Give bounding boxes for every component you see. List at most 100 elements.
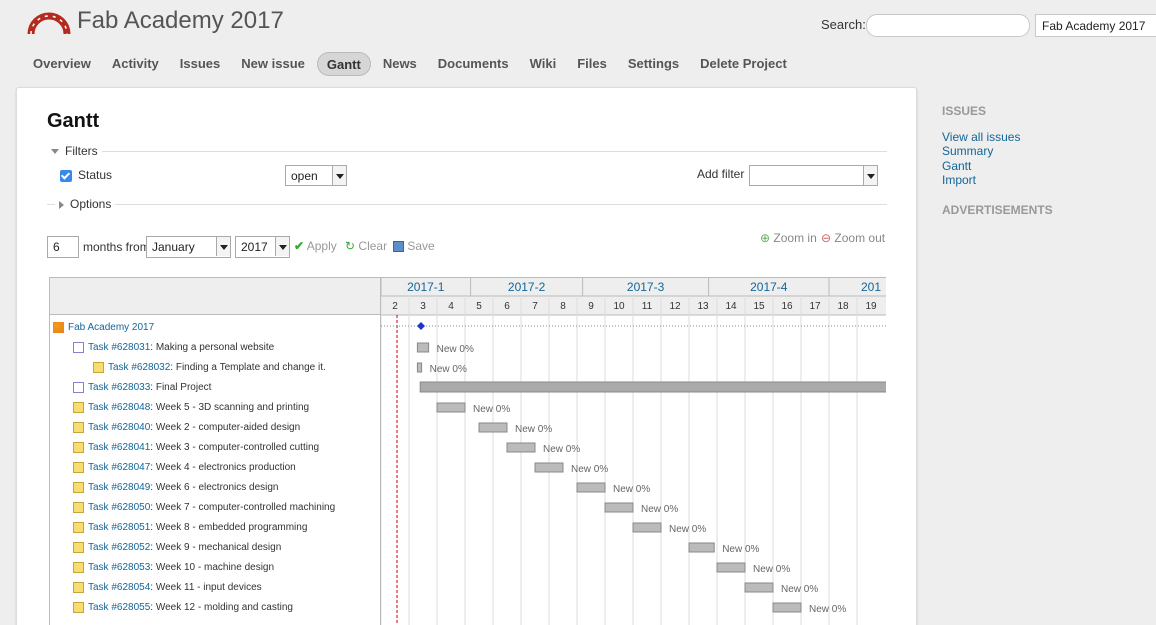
gantt-subject-row: Task #628040: Week 2 - computer-aided de… — [73, 420, 300, 436]
week-label: 5 — [476, 301, 482, 312]
zoom-out-link[interactable]: ⊖ Zoom out — [821, 231, 886, 245]
tab-files[interactable]: Files — [577, 56, 607, 71]
zoom-out-icon: ⊖ — [821, 231, 832, 245]
tab-gantt[interactable]: Gantt — [316, 52, 371, 76]
add-filter-label: Add filter — [697, 167, 745, 181]
search-input[interactable] — [866, 14, 1030, 37]
task-bar — [772, 602, 802, 613]
week-label: 14 — [725, 301, 737, 312]
issue-link[interactable]: Task #628040 — [88, 422, 151, 433]
task-bar — [688, 542, 715, 553]
project-icon — [53, 321, 64, 333]
issue-subject: : Final Project — [150, 382, 212, 393]
task-bar — [576, 482, 606, 493]
top-header: Fab Academy 2017 Search: Fab Academy 201… — [0, 0, 1156, 88]
week-label: 6 — [504, 301, 510, 312]
week-label: 2 — [392, 301, 398, 312]
task-icon — [73, 441, 84, 453]
issue-link[interactable]: Fab Academy 2017 — [68, 322, 155, 333]
task-status-label: New 0% — [437, 344, 474, 355]
save-icon — [393, 241, 404, 253]
dropdown-arrow-icon — [332, 166, 346, 185]
tab-news[interactable]: News — [382, 56, 417, 71]
week-label: 8 — [560, 301, 566, 312]
issue-link[interactable]: Task #628049 — [88, 482, 151, 493]
task-icon — [73, 601, 84, 613]
task-status-label: New 0% — [669, 524, 706, 535]
sidebar-link-gantt[interactable]: Gantt — [942, 159, 972, 173]
week-label: 10 — [613, 301, 625, 312]
gantt-subject-row: Task #628048: Week 5 - 3D scanning and p… — [73, 400, 309, 416]
issue-link[interactable]: Task #628052 — [88, 542, 151, 553]
gantt-chart: Fab Academy 2017 Task #628031: Making a p… — [49, 277, 886, 625]
week-label: 3 — [420, 301, 426, 312]
status-checkbox[interactable] — [60, 170, 72, 182]
reload-icon: ↻ — [345, 239, 356, 253]
issue-link[interactable]: Task #628054 — [88, 582, 151, 593]
tab-new-issue[interactable]: New issue — [241, 56, 305, 71]
tab-activity[interactable]: Activity — [111, 56, 159, 71]
gantt-timeline-svg: 2017-1 2017-2 2017-3 2017-4 201 2 3 4 5 6 7 8 9 10 11 1… — [380, 278, 886, 625]
issue-link[interactable]: Task #628053 — [88, 562, 151, 573]
sidebar-link-view-all-issues[interactable]: View all issues — [942, 130, 1021, 144]
tab-settings[interactable]: Settings — [627, 56, 680, 71]
issue-link[interactable]: Task #628031 — [88, 342, 151, 353]
year-select[interactable]: 2017 — [235, 236, 290, 258]
issue-link[interactable]: Task #628033 — [88, 382, 151, 393]
issue-subject: : Week 5 - 3D scanning and printing — [150, 402, 310, 413]
issue-link[interactable]: Task #628050 — [88, 502, 151, 513]
gantt-subjects: Fab Academy 2017 Task #628031: Making a p… — [49, 277, 381, 625]
week-label: 13 — [697, 301, 709, 312]
tab-issues[interactable]: Issues — [179, 56, 221, 71]
expand-arrow-icon — [59, 200, 64, 209]
issue-link[interactable]: Task #628047 — [88, 462, 151, 473]
options-fieldset: Options — [47, 197, 887, 211]
tab-delete-project[interactable]: Delete Project — [700, 56, 787, 71]
week-label: 16 — [781, 301, 793, 312]
filters-toggle[interactable]: Filters — [47, 144, 102, 158]
task-bar — [534, 462, 564, 473]
issue-subject: : Week 11 - input devices — [150, 582, 262, 593]
gantt-subject-row: Task #628055: Week 12 - molding and cast… — [73, 600, 293, 616]
save-button[interactable]: Save — [393, 239, 435, 253]
apply-button[interactable]: ✔ Apply — [294, 239, 337, 253]
month-label: 201 — [861, 280, 881, 294]
issue-link[interactable]: Task #628051 — [88, 522, 151, 533]
filters-fieldset: Filters — [47, 144, 887, 158]
gantt-subject-row: Task #628032: Finding a Template and cha… — [93, 360, 326, 376]
month-select[interactable]: January — [146, 236, 231, 258]
tab-documents[interactable]: Documents — [437, 56, 509, 71]
parent-task-icon — [73, 341, 84, 353]
options-toggle[interactable]: Options — [55, 197, 116, 211]
issue-link[interactable]: Task #628032 — [108, 362, 171, 373]
dropdown-arrow-icon — [275, 237, 289, 256]
status-operator-select[interactable]: open — [285, 165, 347, 186]
add-filter-select[interactable] — [749, 165, 878, 186]
sidebar-link-summary[interactable]: Summary — [942, 144, 994, 158]
sidebar-ads-heading: ADVERTISEMENTS — [942, 203, 1053, 217]
checkmark-icon: ✔ — [294, 239, 305, 253]
tab-wiki[interactable]: Wiki — [529, 56, 557, 71]
dropdown-arrow-icon — [863, 166, 877, 185]
project-jump-select[interactable]: Fab Academy 2017 — [1035, 14, 1156, 37]
issue-link[interactable]: Task #628055 — [88, 602, 151, 613]
sidebar-link-import[interactable]: Import — [942, 173, 977, 187]
issue-link[interactable]: Task #628048 — [88, 402, 151, 413]
options-label: Options — [70, 197, 112, 211]
task-bar — [632, 522, 662, 533]
months-input[interactable]: 6 — [47, 236, 79, 258]
clear-button[interactable]: ↻ Clear — [345, 239, 388, 253]
gantt-subject-row: Fab Academy 2017 — [53, 320, 154, 336]
issue-subject: : Week 2 - computer-aided design — [150, 422, 301, 433]
app-title[interactable]: Fab Academy 2017 — [77, 7, 284, 34]
milestone-diamond — [417, 322, 425, 330]
week-label: 12 — [669, 301, 681, 312]
issue-subject: : Week 6 - electronics design — [150, 482, 279, 493]
zoom-in-link[interactable]: ⊕ Zoom in — [760, 231, 817, 245]
main-menu: Overview Activity Issues New issue Gantt News… — [24, 52, 799, 76]
task-icon — [73, 401, 84, 413]
tab-overview[interactable]: Overview — [33, 56, 91, 71]
issue-link[interactable]: Task #628041 — [88, 442, 151, 453]
filters-label: Filters — [65, 144, 98, 158]
gantt-subject-row: Task #628052: Week 9 - mechanical design — [73, 540, 281, 556]
